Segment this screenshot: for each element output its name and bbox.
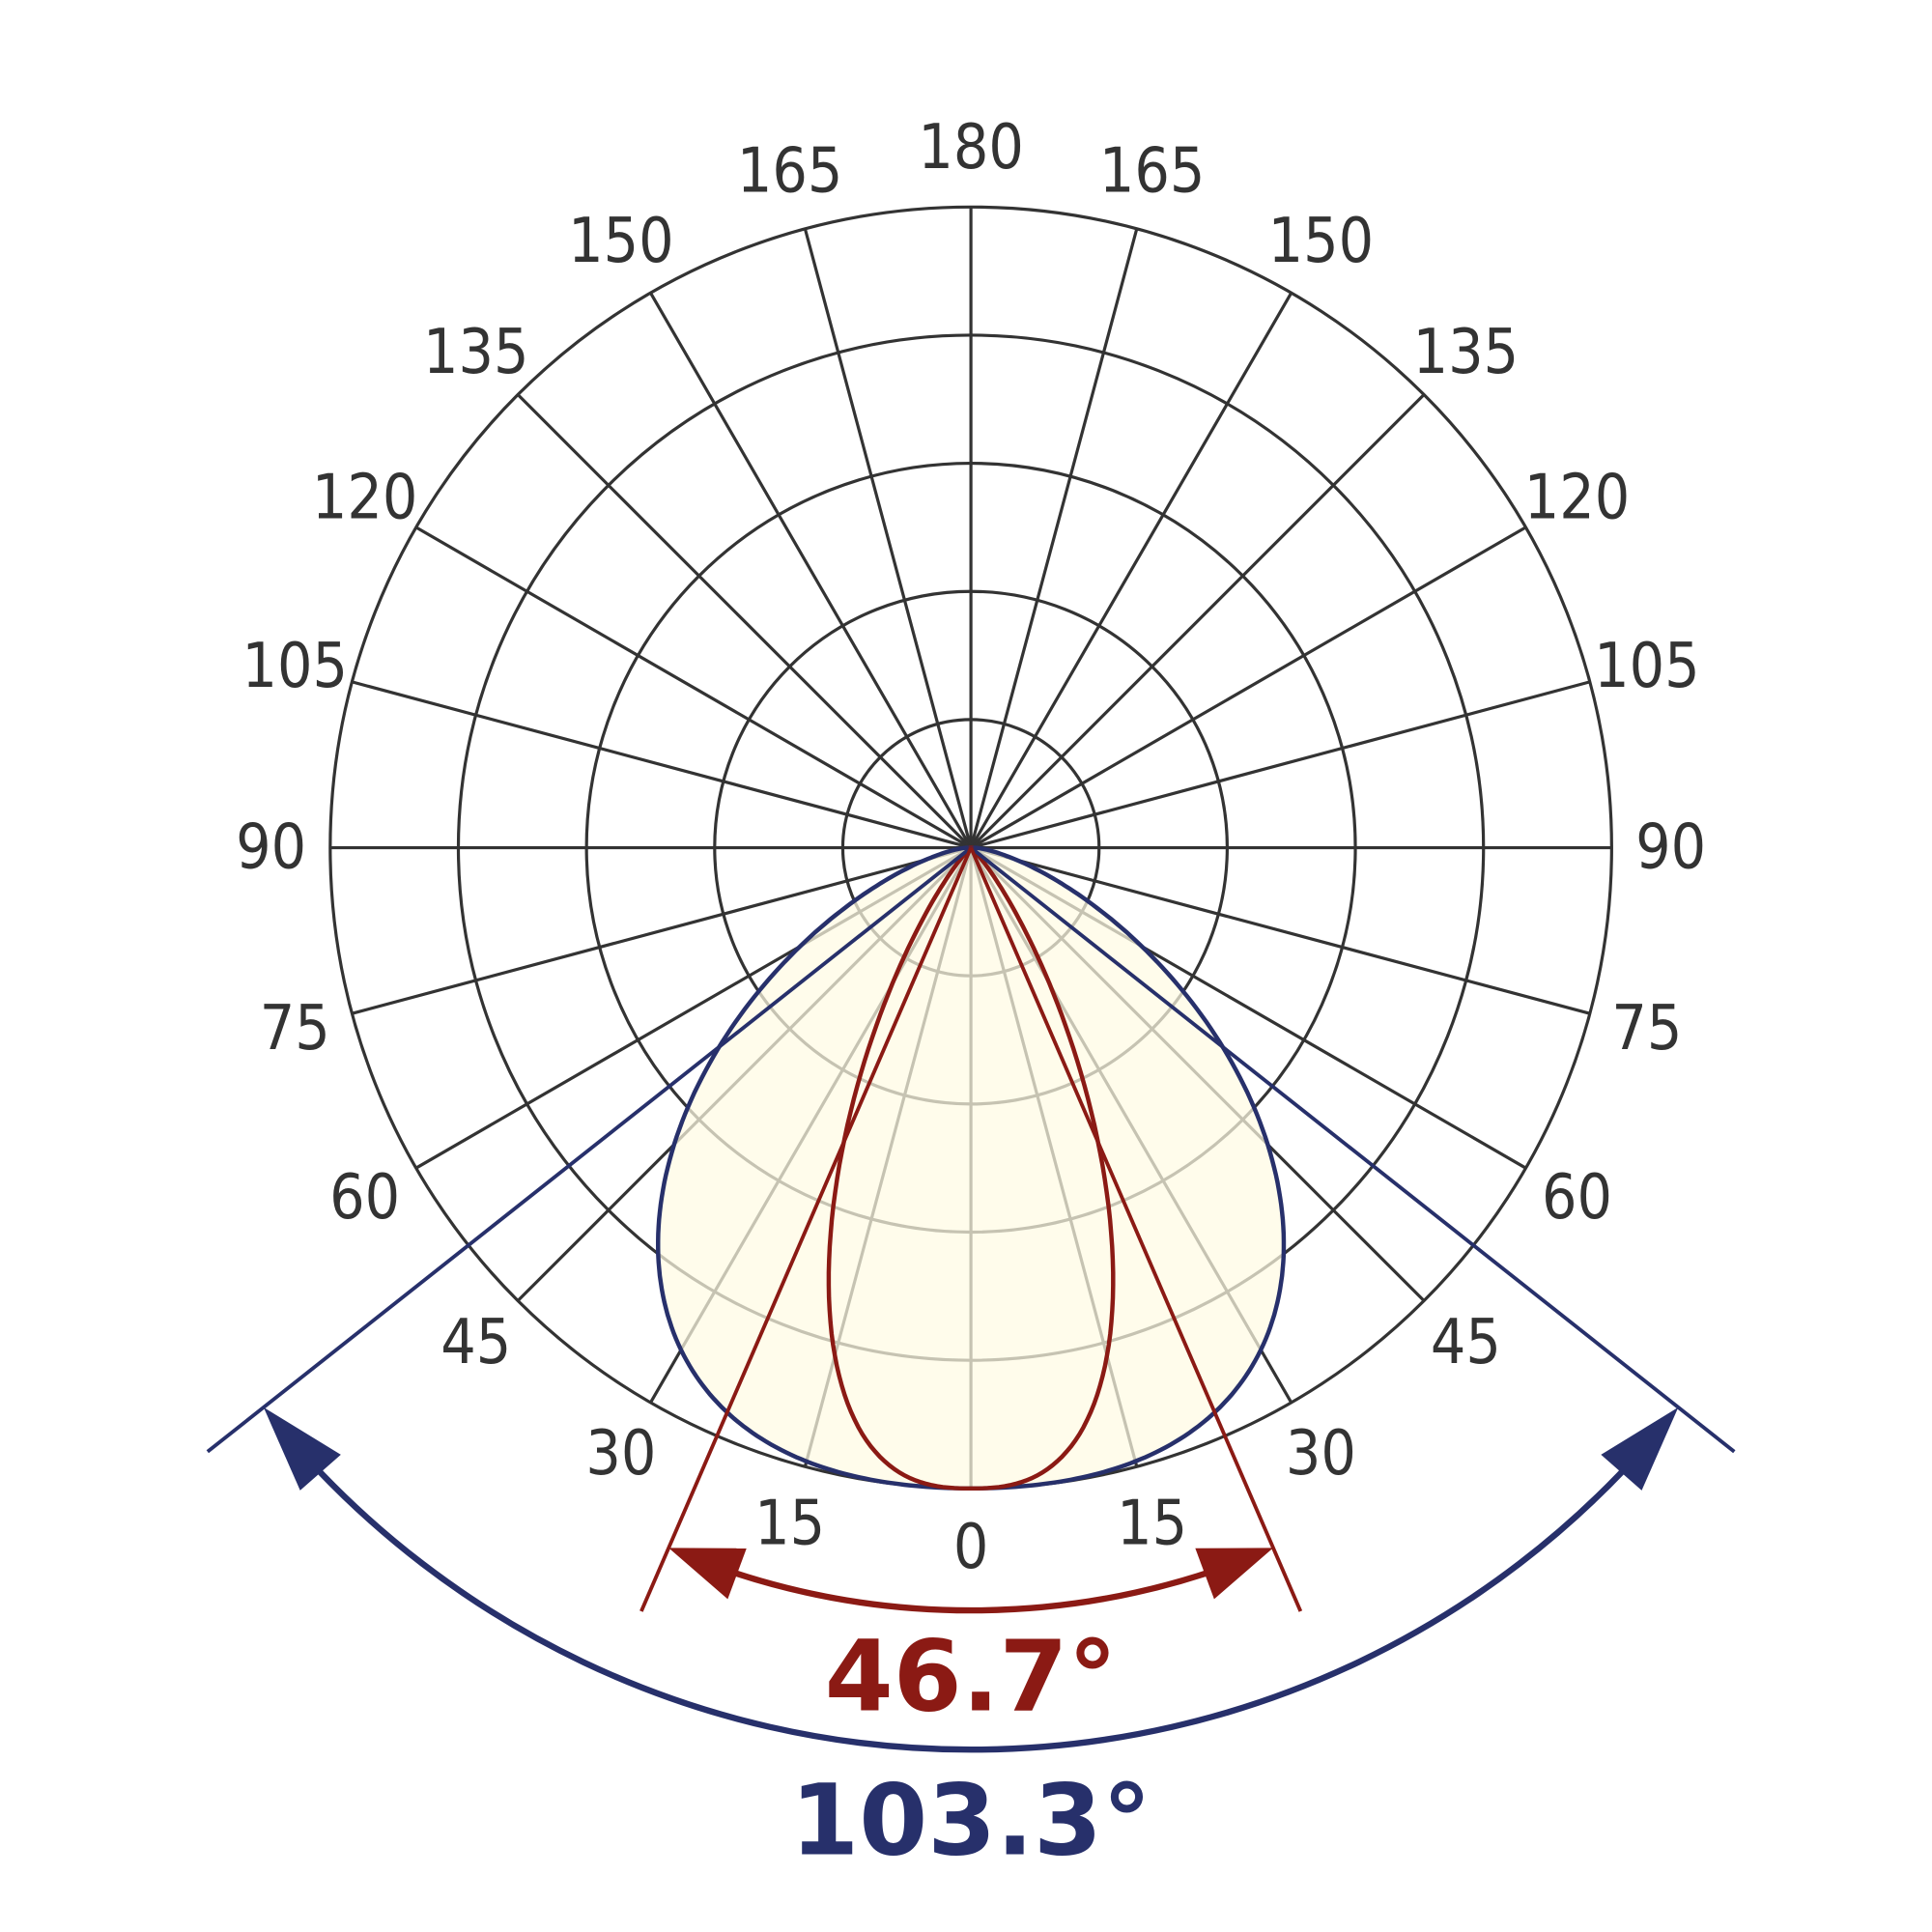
tick-label-120: 120 <box>312 462 417 533</box>
wide-arrowhead <box>263 1406 341 1491</box>
tick-label-150: 150 <box>1268 206 1374 277</box>
grid-spoke <box>352 680 972 850</box>
tick-label-165: 165 <box>1099 136 1205 208</box>
distribution-fill <box>658 847 1284 1489</box>
narrow-arc <box>704 1559 1237 1614</box>
tick-label-15: 15 <box>754 1488 825 1559</box>
tick-labels: 0 15 15 30 30 45 45 60 60 75 75 90 90 105 105 120 120 135… <box>236 112 1706 1583</box>
grid-spoke <box>970 846 1591 1015</box>
tick-label-135: 135 <box>1413 317 1519 388</box>
grid-spoke <box>803 228 973 848</box>
wide-arc <box>291 1441 1651 1753</box>
wide-beam-line <box>206 846 973 1454</box>
tick-label-30: 30 <box>585 1418 656 1490</box>
tick-label-15: 15 <box>1117 1488 1187 1559</box>
narrow-beam-curve <box>826 845 1116 1492</box>
wide-beam-line <box>969 846 1736 1454</box>
tick-label-90: 90 <box>1635 812 1706 884</box>
narrow-arrowhead <box>1195 1548 1274 1600</box>
narrow-beam-line <box>639 846 973 1612</box>
grid-spoke <box>969 292 1293 849</box>
tick-label-120: 120 <box>1524 462 1630 533</box>
narrow-arrowhead <box>668 1548 747 1600</box>
wide-arrowhead <box>1601 1406 1679 1491</box>
grid-spoke <box>969 393 1426 849</box>
grid-spoke <box>516 393 973 849</box>
tick-label-0: 0 <box>953 1512 989 1583</box>
narrow-beam-angle-label: 46.7° <box>825 1619 1118 1734</box>
grid-spoke <box>414 526 972 849</box>
wide-beam-angle-label: 103.3° <box>790 1764 1151 1879</box>
tick-label-165: 165 <box>737 136 842 208</box>
tick-label-75: 75 <box>1611 993 1682 1065</box>
tick-label-75: 75 <box>260 993 330 1065</box>
tick-label-135: 135 <box>423 317 528 388</box>
grid-spoke <box>649 292 973 849</box>
tick-label-105: 105 <box>242 631 348 702</box>
tick-label-105: 105 <box>1594 631 1699 702</box>
grid-spoke <box>970 680 1591 850</box>
tick-label-30: 30 <box>1286 1418 1356 1490</box>
tick-label-45: 45 <box>1431 1307 1501 1378</box>
narrow-beam-line <box>969 846 1303 1612</box>
tick-label-180: 180 <box>918 112 1023 184</box>
curves <box>206 845 1736 1753</box>
tick-label-90: 90 <box>236 812 306 884</box>
tick-label-60: 60 <box>1542 1162 1612 1234</box>
tick-label-60: 60 <box>329 1162 400 1234</box>
grid-spoke <box>970 526 1527 849</box>
tick-label-45: 45 <box>440 1307 511 1378</box>
grid-spoke <box>969 228 1139 848</box>
grid-spoke <box>352 846 972 1015</box>
tick-label-150: 150 <box>568 206 673 277</box>
light-distribution-fill <box>658 847 1284 1489</box>
